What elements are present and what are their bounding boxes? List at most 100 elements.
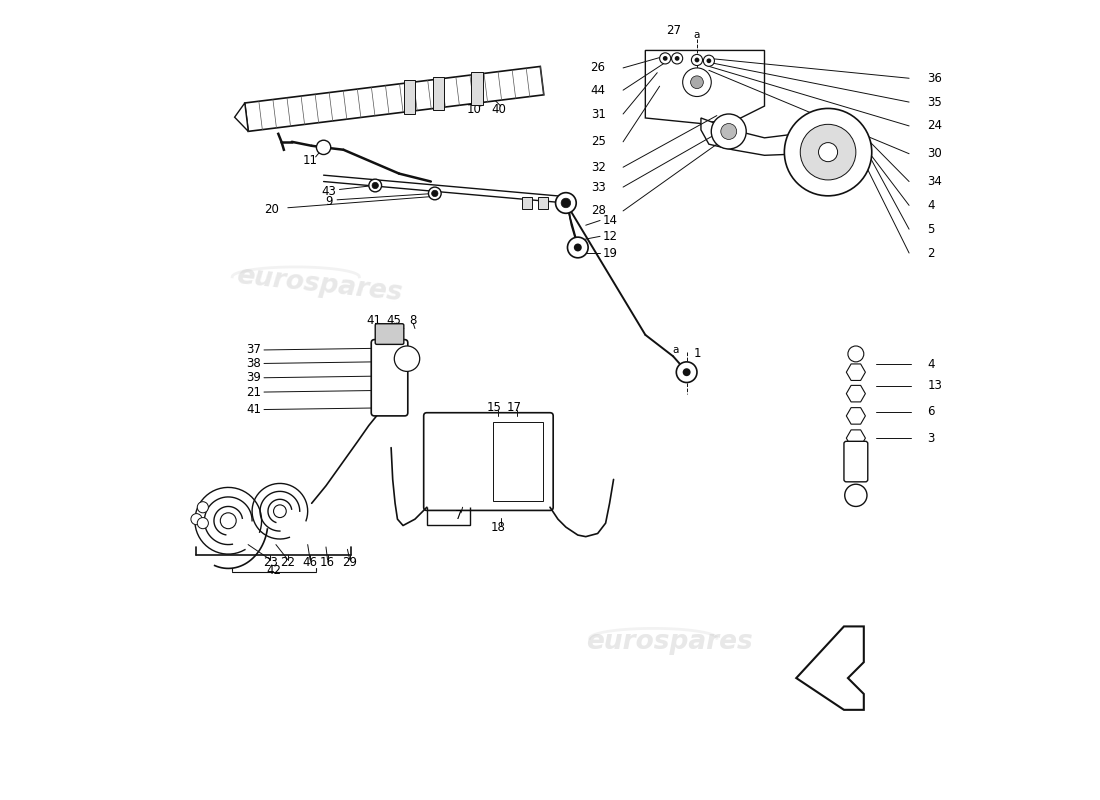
Polygon shape bbox=[646, 50, 764, 123]
Circle shape bbox=[720, 123, 737, 139]
Circle shape bbox=[703, 55, 715, 66]
Text: 5: 5 bbox=[927, 222, 935, 236]
Circle shape bbox=[663, 56, 668, 61]
Text: 34: 34 bbox=[927, 175, 943, 188]
Circle shape bbox=[671, 53, 683, 64]
Polygon shape bbox=[701, 118, 821, 155]
Circle shape bbox=[706, 58, 712, 63]
Circle shape bbox=[274, 505, 286, 518]
FancyBboxPatch shape bbox=[424, 413, 553, 510]
Circle shape bbox=[660, 53, 671, 64]
Text: 2: 2 bbox=[927, 246, 935, 259]
Text: 24: 24 bbox=[927, 119, 943, 133]
Text: 14: 14 bbox=[603, 214, 617, 227]
Circle shape bbox=[561, 198, 571, 208]
Text: 35: 35 bbox=[927, 95, 942, 109]
Text: 30: 30 bbox=[927, 147, 942, 160]
Text: 18: 18 bbox=[491, 521, 506, 534]
Text: 3: 3 bbox=[927, 432, 935, 445]
Text: 20: 20 bbox=[264, 203, 279, 216]
Circle shape bbox=[556, 193, 576, 214]
FancyBboxPatch shape bbox=[538, 197, 548, 209]
Text: 27: 27 bbox=[666, 24, 681, 37]
Circle shape bbox=[191, 514, 202, 525]
Polygon shape bbox=[796, 626, 864, 710]
Text: 31: 31 bbox=[591, 107, 606, 121]
Circle shape bbox=[220, 513, 236, 529]
FancyBboxPatch shape bbox=[522, 197, 531, 209]
Text: 46: 46 bbox=[302, 555, 318, 569]
Text: eurospares: eurospares bbox=[586, 630, 752, 655]
Text: 23: 23 bbox=[263, 555, 278, 569]
Circle shape bbox=[431, 190, 438, 197]
Text: 33: 33 bbox=[591, 181, 606, 194]
Text: 29: 29 bbox=[342, 555, 358, 569]
Text: 16: 16 bbox=[320, 555, 336, 569]
Text: 22: 22 bbox=[280, 555, 295, 569]
Text: 41: 41 bbox=[366, 314, 381, 327]
Polygon shape bbox=[846, 430, 866, 446]
Text: 32: 32 bbox=[591, 161, 606, 174]
Circle shape bbox=[818, 142, 837, 162]
Text: 37: 37 bbox=[246, 343, 262, 357]
Text: a: a bbox=[672, 345, 679, 355]
Circle shape bbox=[683, 68, 712, 97]
Circle shape bbox=[574, 243, 582, 251]
Text: 36: 36 bbox=[927, 72, 943, 85]
Text: 17: 17 bbox=[507, 402, 521, 414]
Text: 43: 43 bbox=[321, 186, 337, 198]
Text: 4: 4 bbox=[927, 199, 935, 212]
Text: 15: 15 bbox=[487, 402, 502, 414]
Circle shape bbox=[692, 54, 703, 66]
Circle shape bbox=[845, 484, 867, 506]
Text: a: a bbox=[694, 30, 701, 39]
Text: 25: 25 bbox=[591, 135, 606, 148]
Circle shape bbox=[801, 124, 856, 180]
Text: eurospares: eurospares bbox=[235, 263, 404, 306]
Circle shape bbox=[197, 518, 208, 529]
FancyBboxPatch shape bbox=[433, 77, 444, 110]
Polygon shape bbox=[846, 408, 866, 424]
Circle shape bbox=[712, 114, 746, 149]
Circle shape bbox=[691, 76, 703, 89]
Text: eurospares: eurospares bbox=[586, 630, 752, 655]
Text: 41: 41 bbox=[246, 403, 262, 416]
Circle shape bbox=[683, 368, 691, 376]
Text: 28: 28 bbox=[591, 205, 606, 218]
Circle shape bbox=[848, 346, 864, 362]
Text: 19: 19 bbox=[603, 247, 617, 260]
Text: 39: 39 bbox=[246, 371, 262, 384]
Text: 1: 1 bbox=[693, 347, 701, 361]
Text: 9: 9 bbox=[326, 195, 333, 208]
Text: 4: 4 bbox=[927, 358, 935, 370]
Circle shape bbox=[674, 56, 680, 61]
Circle shape bbox=[372, 182, 378, 189]
Text: 11: 11 bbox=[302, 154, 318, 166]
Circle shape bbox=[676, 362, 697, 382]
Circle shape bbox=[197, 502, 208, 513]
Text: 8: 8 bbox=[409, 314, 417, 327]
Text: 7: 7 bbox=[455, 509, 462, 522]
Circle shape bbox=[694, 58, 700, 62]
Text: 6: 6 bbox=[927, 406, 935, 418]
Text: eurospares: eurospares bbox=[235, 263, 404, 306]
Polygon shape bbox=[245, 66, 543, 131]
Circle shape bbox=[568, 237, 588, 258]
Text: 40: 40 bbox=[492, 102, 507, 116]
Circle shape bbox=[317, 140, 331, 154]
Polygon shape bbox=[846, 364, 866, 381]
Text: 38: 38 bbox=[246, 357, 262, 370]
Polygon shape bbox=[234, 103, 249, 131]
Text: 13: 13 bbox=[927, 379, 943, 392]
Text: 12: 12 bbox=[603, 230, 617, 243]
Text: 45: 45 bbox=[386, 314, 400, 327]
Circle shape bbox=[429, 187, 441, 200]
FancyBboxPatch shape bbox=[404, 80, 415, 114]
Text: 21: 21 bbox=[246, 386, 262, 398]
FancyBboxPatch shape bbox=[844, 442, 868, 482]
Text: 44: 44 bbox=[591, 84, 606, 97]
Polygon shape bbox=[846, 386, 866, 402]
FancyBboxPatch shape bbox=[472, 72, 483, 106]
Text: 10: 10 bbox=[466, 102, 481, 116]
FancyBboxPatch shape bbox=[372, 340, 408, 416]
